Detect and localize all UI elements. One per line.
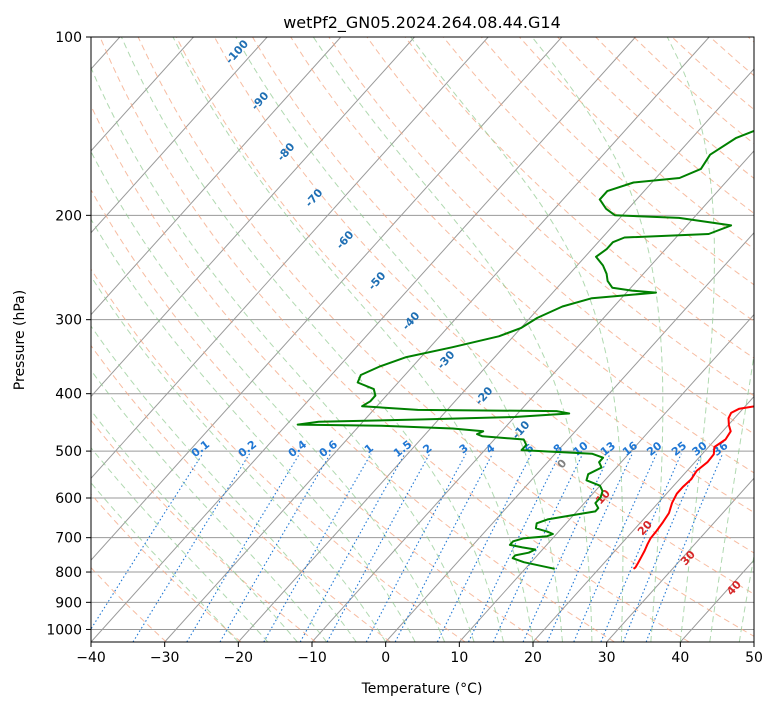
plot-frame [90, 36, 755, 643]
mixing-ratio-line [91, 453, 204, 630]
dry-adiabat [91, 566, 167, 642]
mixing-ratio-line [645, 453, 724, 642]
x-tick-label: −40 [76, 650, 106, 666]
isotherm-line [91, 37, 194, 152]
mixing-ratio-line [436, 453, 532, 642]
isotherm-line [91, 37, 563, 561]
moist-adiabat [91, 482, 239, 642]
moist-adiabat [235, 37, 563, 642]
mixing-ratio-line [299, 453, 406, 642]
moist-adiabat [312, 37, 593, 642]
mixing-ratio-line [132, 453, 251, 642]
y-tick-label: 1000 [46, 622, 82, 638]
moist-adiabat [120, 37, 504, 642]
moist-adiabat [91, 275, 387, 642]
x-tick-label: −20 [224, 650, 254, 666]
dry-adiabat [366, 37, 754, 397]
y-tick-label: 600 [55, 491, 82, 507]
moist-adiabat [91, 66, 475, 642]
dry-adiabat [404, 37, 754, 359]
moist-adiabat [91, 218, 416, 642]
moist-adiabat [738, 553, 754, 642]
profile-series [296, 129, 754, 570]
dry-adiabat [91, 188, 541, 642]
dry-adiabat [91, 104, 615, 642]
x-tick-label: 10 [450, 650, 468, 666]
moist-adiabat [91, 150, 446, 642]
isotherm-line [385, 231, 754, 642]
moist-adiabat [91, 446, 269, 642]
dry-adiabat [328, 37, 754, 435]
x-tick-label: 50 [745, 650, 763, 666]
x-tick-label: 30 [598, 650, 616, 666]
moist-adiabat [666, 37, 715, 642]
dewpoint-profile [296, 129, 754, 570]
mixing-ratio-line [622, 453, 703, 642]
y-tick-label: 300 [55, 313, 82, 329]
y-tick-label: 700 [55, 531, 82, 547]
x-axis-label: Temperature (°C) [361, 681, 483, 697]
moist-adiabat [91, 409, 298, 642]
x-tick-label: −30 [150, 650, 180, 666]
isotherm-line [532, 395, 754, 642]
mixing-ratio-line [573, 453, 658, 642]
y-tick-label: 800 [55, 565, 82, 581]
axes: −40 −30 −20 −10 0 10 20 30 40 50 100 200 300 400 500 60… [46, 30, 763, 666]
dry-adiabat [290, 37, 754, 474]
mixing-ratio-line [326, 453, 431, 642]
x-tick-label: 20 [524, 650, 542, 666]
y-axis-label: Pressure (hPa) [12, 290, 28, 390]
y-tick-label: 100 [55, 30, 82, 46]
moist-adiabat [91, 325, 357, 642]
mixing-ratio-line [546, 453, 633, 642]
chart-title: wetPf2_GN05.2024.264.08.44.G14 [283, 13, 561, 33]
isotherm-line [91, 37, 268, 234]
dry-adiabat [91, 419, 317, 642]
x-tick-label: 0 [381, 650, 390, 666]
dry-adiabat [99, 37, 690, 642]
y-tick-label: 400 [55, 387, 82, 403]
isotherm-line [311, 150, 754, 642]
isotherm-line [606, 477, 754, 642]
dry-adiabat [175, 37, 754, 595]
isotherm-line [91, 37, 342, 316]
temperature-profile [632, 405, 754, 570]
moist-adiabat [531, 37, 664, 642]
moist-adiabat [91, 369, 328, 642]
y-tick-label: 500 [55, 444, 82, 460]
y-tick-label: 900 [55, 595, 82, 611]
isotherm-line [237, 68, 754, 642]
mixing-ratio-line [365, 453, 467, 642]
x-tick-label: 40 [671, 650, 689, 666]
isotherm-line [458, 313, 754, 642]
dry-adiabat [91, 268, 466, 642]
moist-adiabat [172, 37, 534, 642]
dry-adiabat [252, 37, 754, 514]
dry-adiabat [91, 493, 242, 642]
dry-adiabat [137, 37, 754, 637]
isotherm-line [91, 37, 636, 642]
isotherm-line [91, 37, 415, 398]
mixing-ratio-line [600, 453, 682, 642]
y-tick-label: 200 [55, 208, 82, 224]
moist-adiabat [709, 352, 754, 642]
moist-adiabat [410, 37, 624, 642]
dry-adiabat [213, 37, 754, 554]
isotherm-line [91, 37, 489, 480]
x-tick-label: −10 [297, 650, 327, 666]
background-lines [91, 37, 754, 642]
